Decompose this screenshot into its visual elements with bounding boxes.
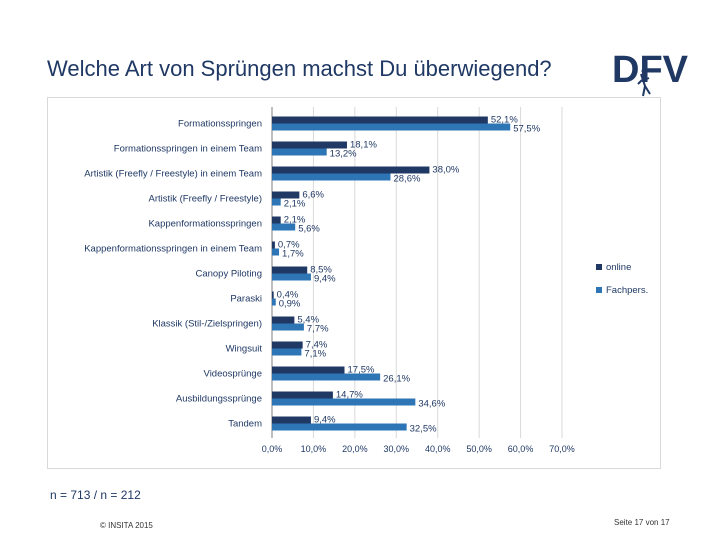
bars [272, 116, 511, 431]
data-label: 2,1% [284, 199, 306, 210]
copyright-text: © INSITA 2015 [100, 521, 153, 530]
category-label: Kappenformationsspringen [148, 219, 262, 230]
data-label: 9,4% [314, 415, 336, 426]
legend-label: Fachpers. [606, 285, 648, 296]
data-label: 7,4% [306, 340, 328, 351]
bar-fachpers [272, 223, 296, 231]
bar-online [272, 291, 274, 299]
category-label: Wingsuit [226, 344, 263, 355]
bar-online [272, 341, 303, 349]
data-label: 6,6% [302, 190, 324, 201]
bar-online [272, 216, 281, 224]
data-label: 1,7% [282, 249, 304, 260]
legend-swatch [596, 264, 602, 270]
bar-online [272, 266, 308, 274]
data-label: 57,5% [513, 124, 540, 135]
x-tick-label: 60,0% [508, 444, 534, 454]
bar-fachpers [272, 123, 511, 131]
data-label: 52,1% [491, 115, 518, 126]
bar-online [272, 241, 275, 249]
x-tick-label: 20,0% [342, 444, 368, 454]
x-tick-label: 70,0% [549, 444, 575, 454]
bar-online [272, 391, 333, 399]
bar-fachpers [272, 148, 327, 156]
bar-fachpers [272, 323, 304, 331]
skydiver-head-icon [641, 68, 647, 74]
data-label: 5,6% [298, 224, 320, 235]
bar-fachpers [272, 348, 302, 356]
bar-online [272, 141, 347, 149]
data-label: 8,5% [310, 265, 332, 276]
data-label: 7,7% [307, 324, 329, 335]
legend: online Fachpers. [596, 262, 648, 296]
legend-label: online [606, 262, 631, 273]
bar-online [272, 166, 430, 174]
slide-title: Welche Art von Sprüngen machst Du überwi… [47, 56, 552, 81]
data-label: 0,7% [278, 240, 300, 251]
category-label: Formationsspringen [178, 119, 262, 130]
data-label: 17,5% [348, 365, 375, 376]
sample-size-footnote: n = 713 / n = 212 [50, 488, 141, 502]
x-tick-label: 40,0% [425, 444, 451, 454]
bar-online [272, 316, 295, 324]
bar-fachpers [272, 423, 407, 431]
category-label: Paraski [230, 294, 262, 305]
x-tick-labels: 0,0% 10,0% 20,0% 30,0% 40,0% 50,0% 60,0% 70,0% [262, 444, 575, 454]
bar-fachpers [272, 173, 391, 181]
data-label: 26,1% [383, 374, 410, 385]
data-label: 5,4% [297, 315, 319, 326]
data-label: 38,0% [432, 165, 459, 176]
x-tick-label: 30,0% [384, 444, 410, 454]
category-label: Tandem [228, 419, 262, 430]
bar-fachpers [272, 248, 280, 256]
bar-fachpers [272, 198, 281, 206]
value-labels: 52,1%57,5%18,1%13,2%38,0%28,6%6,6%2,1%2,… [277, 115, 541, 435]
data-label: 9,4% [314, 274, 336, 285]
bar-online [272, 191, 300, 199]
page-number: Seite 17 von 17 [614, 518, 670, 527]
bar-chart: Formationsspringen Formationsspringen in … [84, 107, 648, 454]
bar-fachpers [272, 398, 416, 406]
data-label: 32,5% [410, 424, 437, 435]
category-label: Artistik (Freefly / Freestyle) [149, 194, 263, 205]
category-label: Formationsspringen in einem Team [114, 144, 262, 155]
data-label: 0,9% [279, 299, 301, 310]
bar-online [272, 366, 345, 374]
bar-fachpers [272, 298, 276, 306]
category-label: Ausbildungssprünge [176, 394, 262, 405]
data-label: 2,1% [284, 215, 306, 226]
skydiver-icon [637, 73, 651, 97]
chart-frame: Formationsspringen Formationsspringen in … [47, 97, 661, 469]
x-tick-label: 10,0% [301, 444, 327, 454]
x-tick-label: 50,0% [466, 444, 492, 454]
data-label: 18,1% [350, 140, 377, 151]
bar-fachpers [272, 373, 381, 381]
category-label: Videosprünge [204, 369, 262, 380]
bar-online [272, 116, 488, 124]
category-labels: Formationsspringen Formationsspringen in … [84, 119, 262, 430]
x-tick-label: 0,0% [262, 444, 283, 454]
category-label: Canopy Piloting [195, 269, 262, 280]
bar-fachpers [272, 273, 311, 281]
dfv-logo: DFV [612, 49, 688, 97]
legend-swatch [596, 287, 602, 293]
data-label: 7,1% [304, 349, 326, 360]
bar-online [272, 416, 311, 424]
data-label: 0,4% [277, 290, 299, 301]
data-label: 28,6% [393, 174, 420, 185]
category-label: Artistik (Freefly / Freestyle) in einem … [84, 169, 262, 180]
data-label: 34,6% [418, 399, 445, 410]
category-label: Kappenformationsspringen in einem Team [84, 244, 262, 255]
category-label: Klassik (Stil-/Zielspringen) [152, 319, 262, 330]
data-label: 14,7% [336, 390, 363, 401]
data-label: 13,2% [330, 149, 357, 160]
logo-text: DFV [612, 49, 688, 91]
